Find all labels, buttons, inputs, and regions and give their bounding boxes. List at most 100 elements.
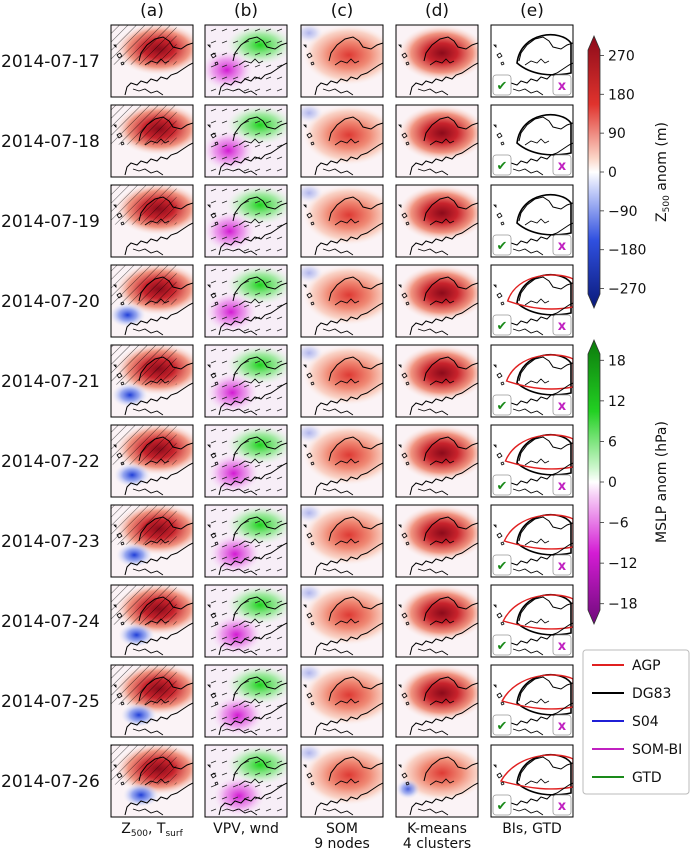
coastline [512, 568, 544, 576]
wind-vector [254, 372, 261, 376]
coastline [334, 778, 360, 786]
dg83-blocking-contour [516, 513, 572, 556]
coastline [113, 44, 125, 66]
wind-vector [276, 636, 283, 640]
wind-vector [221, 568, 228, 572]
wind-vector [254, 588, 261, 592]
coastline [303, 124, 315, 146]
wind-vector [265, 40, 272, 44]
coastline [398, 604, 410, 626]
coastline [398, 124, 410, 146]
coastline [226, 648, 258, 656]
wind-vector [210, 200, 217, 204]
coastline [423, 196, 478, 222]
dg83-blocking-contour [516, 433, 572, 476]
coastline [314, 302, 383, 336]
gtd-check-mark: ✔ [497, 319, 508, 334]
coastline [303, 764, 315, 786]
kmeans-cluster-anomaly [398, 185, 478, 241]
wind-vector [210, 488, 217, 492]
wind-vector [276, 132, 283, 136]
wind-vector [232, 132, 239, 136]
coastline [113, 764, 125, 786]
coastline [238, 778, 264, 786]
map-panel [395, 424, 479, 498]
map-panel: ✔ x [490, 344, 574, 418]
wind-vector [265, 188, 272, 192]
wind-vector [243, 464, 250, 468]
wind-vector [243, 224, 250, 228]
coastline [226, 728, 258, 736]
wind-vector [254, 40, 261, 44]
coastline [429, 218, 455, 226]
gtd-check-mark: ✔ [497, 799, 508, 814]
panel-frame [490, 104, 574, 178]
wind-vector [221, 132, 228, 136]
z500-negative-anomaly [118, 623, 155, 647]
map-panel [204, 504, 288, 578]
wind-vector [232, 440, 239, 444]
somb-cross-mark: x [558, 799, 567, 814]
gtd-check-mark: ✔ [497, 479, 508, 494]
gtd-check-box [492, 154, 512, 176]
z500-negative-anomaly [111, 303, 146, 327]
coastline [138, 276, 193, 302]
panel-frame [204, 424, 288, 498]
coastline [429, 538, 455, 546]
wind-vector [276, 488, 283, 492]
panel-frame [204, 744, 288, 818]
wind-vector [221, 292, 228, 296]
gtd-check-box [492, 234, 512, 256]
coastline [138, 196, 193, 222]
wind-vector [276, 668, 283, 672]
coastline [322, 728, 354, 736]
coastline [512, 88, 544, 96]
wind-vector [265, 156, 272, 160]
gtd-check-box [492, 554, 512, 576]
coastline [226, 808, 258, 816]
wind-vector [221, 52, 228, 56]
column-title: (c) [331, 1, 354, 21]
coastline [429, 618, 455, 626]
wind-vector [221, 624, 228, 628]
agp-blocking-contour [505, 354, 573, 390]
coastline [138, 436, 193, 462]
coastline [322, 808, 354, 816]
coastline [518, 516, 573, 542]
wind-vector [254, 212, 261, 216]
coastline [417, 88, 449, 96]
wind-vector [276, 808, 283, 812]
map-panel [300, 264, 384, 338]
wind-vector [221, 488, 228, 492]
panel-frame [395, 184, 479, 258]
tsurf-hatching [111, 185, 177, 225]
coastline [138, 36, 193, 62]
coastline [524, 618, 550, 626]
wind-vector [265, 132, 272, 136]
wind-vector [254, 760, 261, 764]
map-panel [204, 344, 288, 418]
wind-vector [265, 428, 272, 432]
wind-vector [232, 704, 239, 708]
coastline [207, 204, 219, 226]
coastline [238, 698, 264, 706]
wind-vector [243, 28, 250, 32]
wind-vector [265, 88, 272, 92]
coastline [328, 756, 383, 782]
wind-vector [265, 772, 272, 776]
wind-vector [210, 648, 217, 652]
wind-vector [210, 508, 217, 512]
panel-frame [490, 184, 574, 258]
coastline [504, 222, 573, 256]
coastline [132, 168, 164, 176]
row-date-label: 2014-07-19 [1, 212, 100, 232]
wind-vector [221, 144, 228, 148]
coastline [314, 382, 383, 416]
som-negative-anomaly [301, 505, 323, 523]
coastline [518, 436, 573, 462]
coastline [232, 756, 287, 782]
somb-cross-mark: x [558, 719, 567, 734]
gtd-check-mark: ✔ [497, 639, 508, 654]
wind-vector [276, 704, 283, 708]
wind-vector [243, 108, 250, 112]
